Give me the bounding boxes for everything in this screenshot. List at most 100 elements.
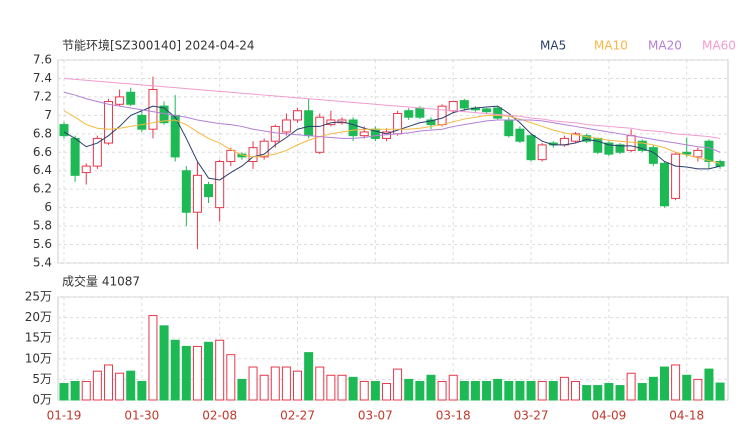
volume-bar — [92, 370, 102, 401]
y-tick-label: 15万 — [25, 331, 52, 345]
volume-bar — [315, 366, 325, 401]
candle-body — [515, 128, 525, 142]
candle-body — [626, 135, 636, 151]
x-tick-label: 03-27 — [514, 409, 549, 423]
y-tick-label: 6 — [44, 200, 52, 214]
volume-bar — [337, 374, 347, 401]
candle-body — [482, 108, 492, 113]
candle-body — [415, 107, 425, 118]
candle-body — [359, 131, 369, 137]
volume-bar — [615, 385, 625, 401]
volume-bar — [470, 380, 480, 401]
candle-body — [192, 174, 202, 213]
x-tick-label: 03-18 — [436, 409, 471, 423]
x-tick-label: 04-18 — [669, 409, 704, 423]
candle-body — [315, 116, 325, 153]
candle-body — [226, 149, 236, 163]
volume-bar — [459, 380, 469, 401]
volume-bar — [370, 380, 380, 401]
volume-bar — [159, 325, 169, 401]
candle-body — [281, 119, 291, 133]
volume-bar — [170, 339, 180, 401]
volume-bar — [359, 380, 369, 401]
volume-bar — [393, 368, 403, 401]
legend-entry: MA20 — [648, 39, 682, 53]
legend-entry: MA10 — [594, 39, 628, 53]
candle-body — [526, 135, 536, 161]
x-tick-label: 02-27 — [280, 409, 315, 423]
volume-bar — [181, 345, 191, 401]
volume-bar — [659, 366, 669, 401]
x-tick-label: 02-08 — [202, 409, 237, 423]
volume-bar — [559, 376, 569, 401]
y-tick-label: 0万 — [32, 393, 52, 407]
y-tick-label: 5万 — [32, 372, 52, 386]
candle-body — [682, 151, 692, 155]
volume-bar — [415, 380, 425, 401]
candle-body — [637, 140, 647, 151]
candle-body — [648, 147, 658, 164]
volume-bar — [237, 378, 247, 401]
candle-body — [259, 140, 269, 158]
candle-body — [615, 144, 625, 153]
candle-body — [270, 125, 280, 142]
volume-bar — [259, 374, 269, 401]
candle-body — [459, 100, 469, 109]
candle-body — [493, 107, 503, 119]
legend-entry: MA60 — [702, 39, 736, 53]
ma-line — [63, 110, 721, 164]
candle-body — [348, 119, 358, 137]
volume-bar — [215, 339, 225, 401]
volume-bar — [126, 370, 136, 401]
ma-line — [63, 105, 721, 181]
y-tick-label: 5.4 — [33, 256, 52, 270]
volume-title: 成交量 41087 — [62, 274, 140, 289]
volume-bar — [103, 364, 113, 401]
volume-bar — [671, 364, 681, 401]
volume-bar — [626, 372, 636, 401]
volume-bar — [704, 368, 714, 401]
volume-bar — [493, 378, 503, 401]
volume-bar — [715, 382, 725, 401]
volume-bar — [482, 380, 492, 401]
volume-bar — [293, 370, 303, 401]
volume-bar — [192, 345, 202, 401]
y-tick-label: 6.8 — [33, 126, 52, 140]
volume-bar — [682, 374, 692, 401]
volume-bar — [648, 376, 658, 401]
volume-bar — [404, 378, 414, 401]
volume-bar — [548, 380, 558, 401]
volume-bar — [148, 315, 158, 401]
candle-body — [571, 133, 581, 142]
candle-body — [59, 124, 69, 137]
legend-entry: MA5 — [540, 39, 566, 53]
candle-body — [92, 137, 102, 167]
y-tick-label: 6.4 — [33, 163, 52, 177]
volume-bar — [70, 380, 80, 401]
volume-bar — [137, 380, 147, 401]
volume-bar — [115, 372, 125, 401]
candle-body — [248, 147, 258, 162]
volume-bar — [270, 366, 280, 401]
volume-bar — [226, 354, 236, 401]
y-tick-label: 6.2 — [33, 182, 52, 196]
candle-body — [659, 162, 669, 207]
candle-body — [115, 96, 125, 105]
volume-bar — [515, 380, 525, 401]
volume-bar — [437, 380, 447, 401]
x-tick-label: 01-19 — [47, 409, 82, 423]
volume-bar — [381, 383, 391, 401]
ma-line — [63, 91, 721, 153]
volume-bar — [81, 380, 91, 401]
candle-body — [537, 144, 547, 161]
y-tick-label: 5.8 — [33, 219, 52, 233]
candle-body — [604, 142, 614, 155]
plot-frame — [57, 59, 729, 264]
volume-bar — [281, 366, 291, 401]
candle-body — [126, 91, 136, 105]
candle-body — [304, 110, 314, 137]
y-tick-label: 6.6 — [33, 145, 52, 159]
y-tick-label: 7.2 — [33, 89, 52, 103]
x-tick-label: 01-30 — [124, 409, 159, 423]
candle-body — [204, 184, 214, 198]
